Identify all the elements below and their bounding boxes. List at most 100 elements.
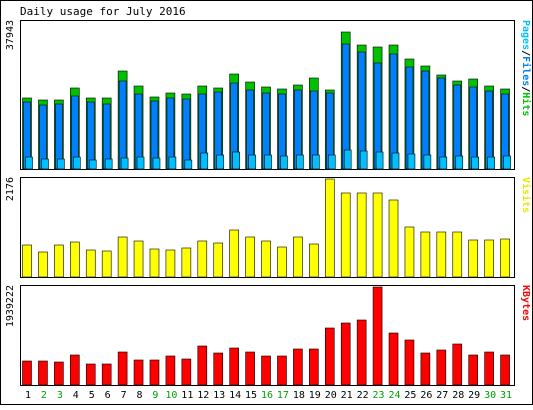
- panel-3: 1939222 KBytes: [5, 285, 531, 386]
- x-tick-label-7: 7: [121, 390, 127, 401]
- bar-visits-day-22: [356, 192, 367, 278]
- plot-frame: [20, 177, 515, 278]
- bar-kbytes-day-30: [484, 351, 494, 386]
- x-tick-label-18: 18: [293, 390, 305, 401]
- bar-visits-day-31: [500, 238, 510, 278]
- y-axis-label-part-2: /: [520, 50, 531, 56]
- x-tick-label-29: 29: [468, 390, 480, 401]
- bar-kbytes-day-13: [213, 352, 224, 386]
- x-tick-label-11: 11: [181, 390, 193, 401]
- x-tick-label-27: 27: [436, 390, 448, 401]
- bar-kbytes-day-1: [22, 360, 32, 386]
- bar-visits-day-3: [54, 244, 64, 278]
- x-tick-label-14: 14: [229, 390, 241, 401]
- bar-pages-day-28: [455, 155, 464, 170]
- bar-pages-day-17: [280, 155, 288, 170]
- x-tick-label-28: 28: [452, 390, 464, 401]
- bar-kbytes-day-23: [372, 286, 383, 386]
- bar-kbytes-day-28: [452, 343, 463, 386]
- bar-pages-day-27: [439, 156, 448, 170]
- bar-files-day-25: [405, 66, 414, 170]
- bar-kbytes-day-14: [229, 347, 239, 386]
- bar-pages-day-4: [73, 156, 81, 170]
- bar-kbytes-day-20: [324, 327, 335, 386]
- bar-visits-day-20: [324, 178, 335, 278]
- bar-kbytes-day-2: [38, 360, 48, 386]
- x-tick-label-13: 13: [213, 390, 225, 401]
- bar-pages-day-8: [136, 156, 145, 170]
- y-axis-label: Pages/Files/Hits: [520, 20, 532, 116]
- bar-visits-day-9: [149, 248, 160, 278]
- bar-visits-day-1: [22, 244, 32, 278]
- x-tick-label-24: 24: [388, 390, 400, 401]
- x-tick-label-19: 19: [309, 390, 321, 401]
- x-tick-label-26: 26: [420, 390, 432, 401]
- bar-pages-day-16: [264, 154, 272, 170]
- bar-files-day-26: [421, 70, 430, 170]
- bar-pages-day-30: [487, 156, 495, 170]
- bar-kbytes-day-17: [277, 355, 287, 386]
- x-tick-label-2: 2: [41, 390, 47, 401]
- bar-kbytes-day-31: [500, 354, 510, 386]
- bar-pages-day-12: [200, 152, 209, 170]
- bar-visits-day-23: [372, 192, 383, 278]
- bar-visits-day-13: [213, 242, 224, 278]
- bar-kbytes-day-5: [85, 363, 96, 386]
- bar-kbytes-day-15: [245, 351, 255, 386]
- x-tick-label-21: 21: [341, 390, 353, 401]
- bar-visits-day-7: [117, 236, 128, 278]
- bar-kbytes-day-29: [468, 354, 478, 386]
- bar-kbytes-day-18: [293, 348, 303, 386]
- bar-files-day-5: [86, 101, 95, 170]
- bar-pages-day-7: [120, 157, 129, 170]
- bar-kbytes-day-6: [101, 363, 112, 386]
- bar-files-day-27: [437, 77, 446, 170]
- bar-pages-day-20: [327, 154, 336, 170]
- bar-pages-day-24: [391, 152, 400, 170]
- x-tick-label-10: 10: [165, 390, 177, 401]
- bar-visits-day-2: [38, 251, 48, 278]
- bar-kbytes-day-7: [117, 351, 128, 386]
- plot-frame: [20, 285, 515, 386]
- bar-files-day-11: [182, 98, 191, 170]
- x-tick-label-4: 4: [73, 390, 79, 401]
- x-tick-label-15: 15: [245, 390, 257, 401]
- bar-visits-day-30: [484, 239, 494, 278]
- bar-kbytes-day-8: [133, 359, 144, 386]
- bar-visits-day-4: [70, 241, 80, 278]
- y-axis-label: Visits: [520, 177, 532, 213]
- bar-pages-day-19: [312, 154, 320, 170]
- bar-visits-day-11: [181, 247, 192, 278]
- bar-pages-day-5: [88, 159, 97, 170]
- bar-visits-day-24: [388, 199, 399, 278]
- x-tick-label-5: 5: [89, 390, 95, 401]
- bar-kbytes-day-22: [356, 319, 367, 386]
- y-max-label: 1939222: [5, 285, 16, 327]
- bar-pages-day-1: [25, 156, 33, 170]
- bar-pages-day-31: [503, 155, 511, 170]
- x-tick-label-6: 6: [105, 390, 111, 401]
- y-axis-label-part-3: Files: [520, 56, 532, 86]
- bar-visits-day-10: [165, 249, 176, 278]
- x-tick-label-12: 12: [197, 390, 209, 401]
- x-tick-label-16: 16: [261, 390, 273, 401]
- x-tick-label-20: 20: [325, 390, 337, 401]
- bar-kbytes-day-26: [420, 352, 431, 386]
- bar-kbytes-day-4: [70, 354, 80, 386]
- bar-pages-day-14: [232, 151, 240, 170]
- bar-visits-day-28: [452, 231, 463, 278]
- y-axis-label-part-4: /: [520, 86, 531, 92]
- bar-kbytes-day-27: [436, 349, 447, 386]
- bar-kbytes-day-24: [388, 332, 399, 386]
- bar-pages-day-15: [248, 154, 256, 170]
- x-tick-label-9: 9: [152, 390, 158, 401]
- bar-visits-day-8: [133, 240, 144, 278]
- y-axis-label-part-1: Pages: [520, 20, 531, 50]
- bar-pages-day-10: [168, 156, 177, 170]
- x-tick-label-22: 22: [357, 390, 369, 401]
- chart-title: Daily usage for July 2016: [20, 5, 186, 18]
- bar-files-day-29: [469, 86, 477, 170]
- x-tick-label-3: 3: [57, 390, 63, 401]
- bar-visits-day-18: [293, 236, 303, 278]
